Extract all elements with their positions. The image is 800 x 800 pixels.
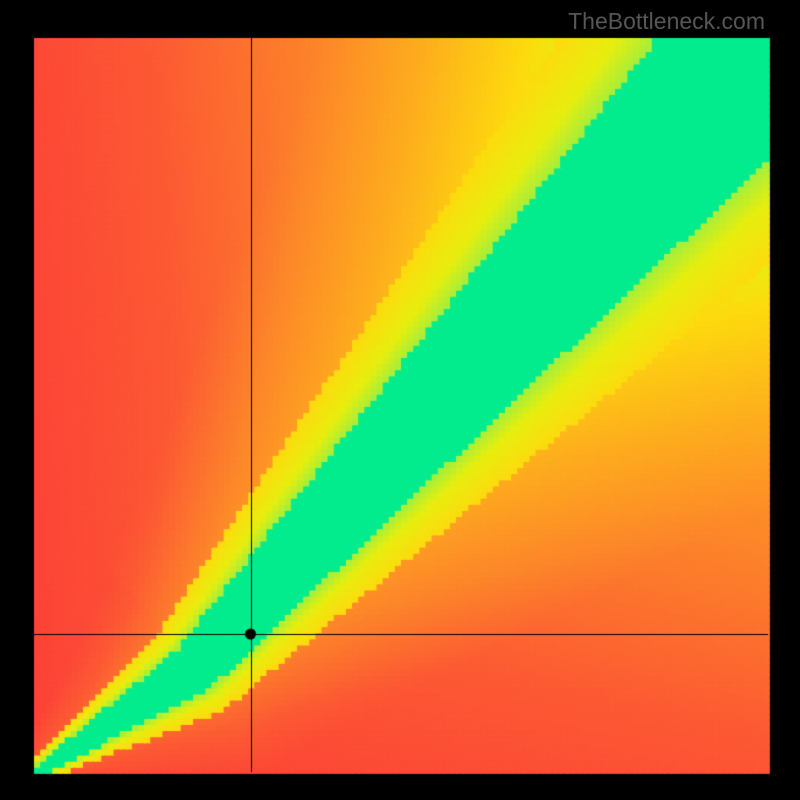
chart-container: TheBottleneck.com bbox=[0, 0, 800, 800]
watermark-text: TheBottleneck.com bbox=[568, 8, 765, 35]
bottleneck-heatmap bbox=[0, 0, 800, 800]
